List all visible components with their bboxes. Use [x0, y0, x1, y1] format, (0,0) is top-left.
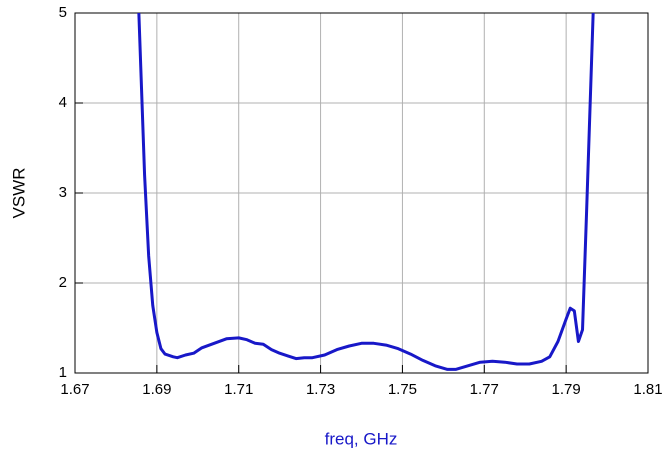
x-tick-label: 1.79: [552, 381, 581, 398]
x-tick-label: 1.69: [142, 381, 171, 398]
x-tick-label: 1.67: [60, 381, 89, 398]
y-tick-label: 3: [59, 184, 67, 201]
data-line: [137, 12, 595, 371]
y-tick-label: 5: [59, 4, 67, 21]
x-tick-label: 1.81: [633, 381, 662, 398]
y-axis-label: VSWR: [9, 168, 28, 219]
x-tick-label: 1.77: [470, 381, 499, 398]
x-tick-label: 1.73: [306, 381, 335, 398]
x-tick-label: 1.75: [388, 381, 417, 398]
y-tick-label: 1: [59, 364, 67, 381]
y-tick-label: 4: [59, 94, 67, 111]
plot-frame: [74, 12, 649, 374]
x-tick-label: 1.71: [224, 381, 253, 398]
y-tick-label: 2: [59, 274, 67, 291]
x-axis-label: freq, GHz: [325, 429, 398, 448]
